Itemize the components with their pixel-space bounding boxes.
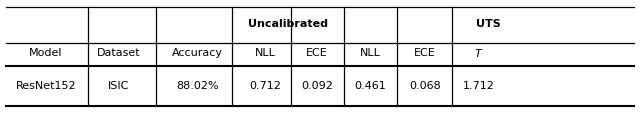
Text: 1.712: 1.712 — [463, 81, 495, 90]
Text: ECE: ECE — [414, 48, 436, 57]
Text: 0.092: 0.092 — [301, 81, 333, 90]
Text: Dataset: Dataset — [97, 48, 140, 57]
Text: UTS: UTS — [476, 19, 501, 29]
Text: 0.712: 0.712 — [250, 81, 282, 90]
Text: Model: Model — [29, 48, 63, 57]
Text: Accuracy: Accuracy — [172, 48, 223, 57]
Text: ResNet152: ResNet152 — [16, 81, 76, 90]
Text: NLL: NLL — [255, 48, 276, 57]
Text: NLL: NLL — [360, 48, 380, 57]
Text: ISIC: ISIC — [108, 81, 129, 90]
Text: Uncalibrated: Uncalibrated — [248, 19, 328, 29]
Text: 0.068: 0.068 — [409, 81, 441, 90]
Text: $T$: $T$ — [474, 47, 483, 58]
Text: ECE: ECE — [306, 48, 328, 57]
Text: 0.461: 0.461 — [354, 81, 386, 90]
Text: 88.02%: 88.02% — [176, 81, 218, 90]
